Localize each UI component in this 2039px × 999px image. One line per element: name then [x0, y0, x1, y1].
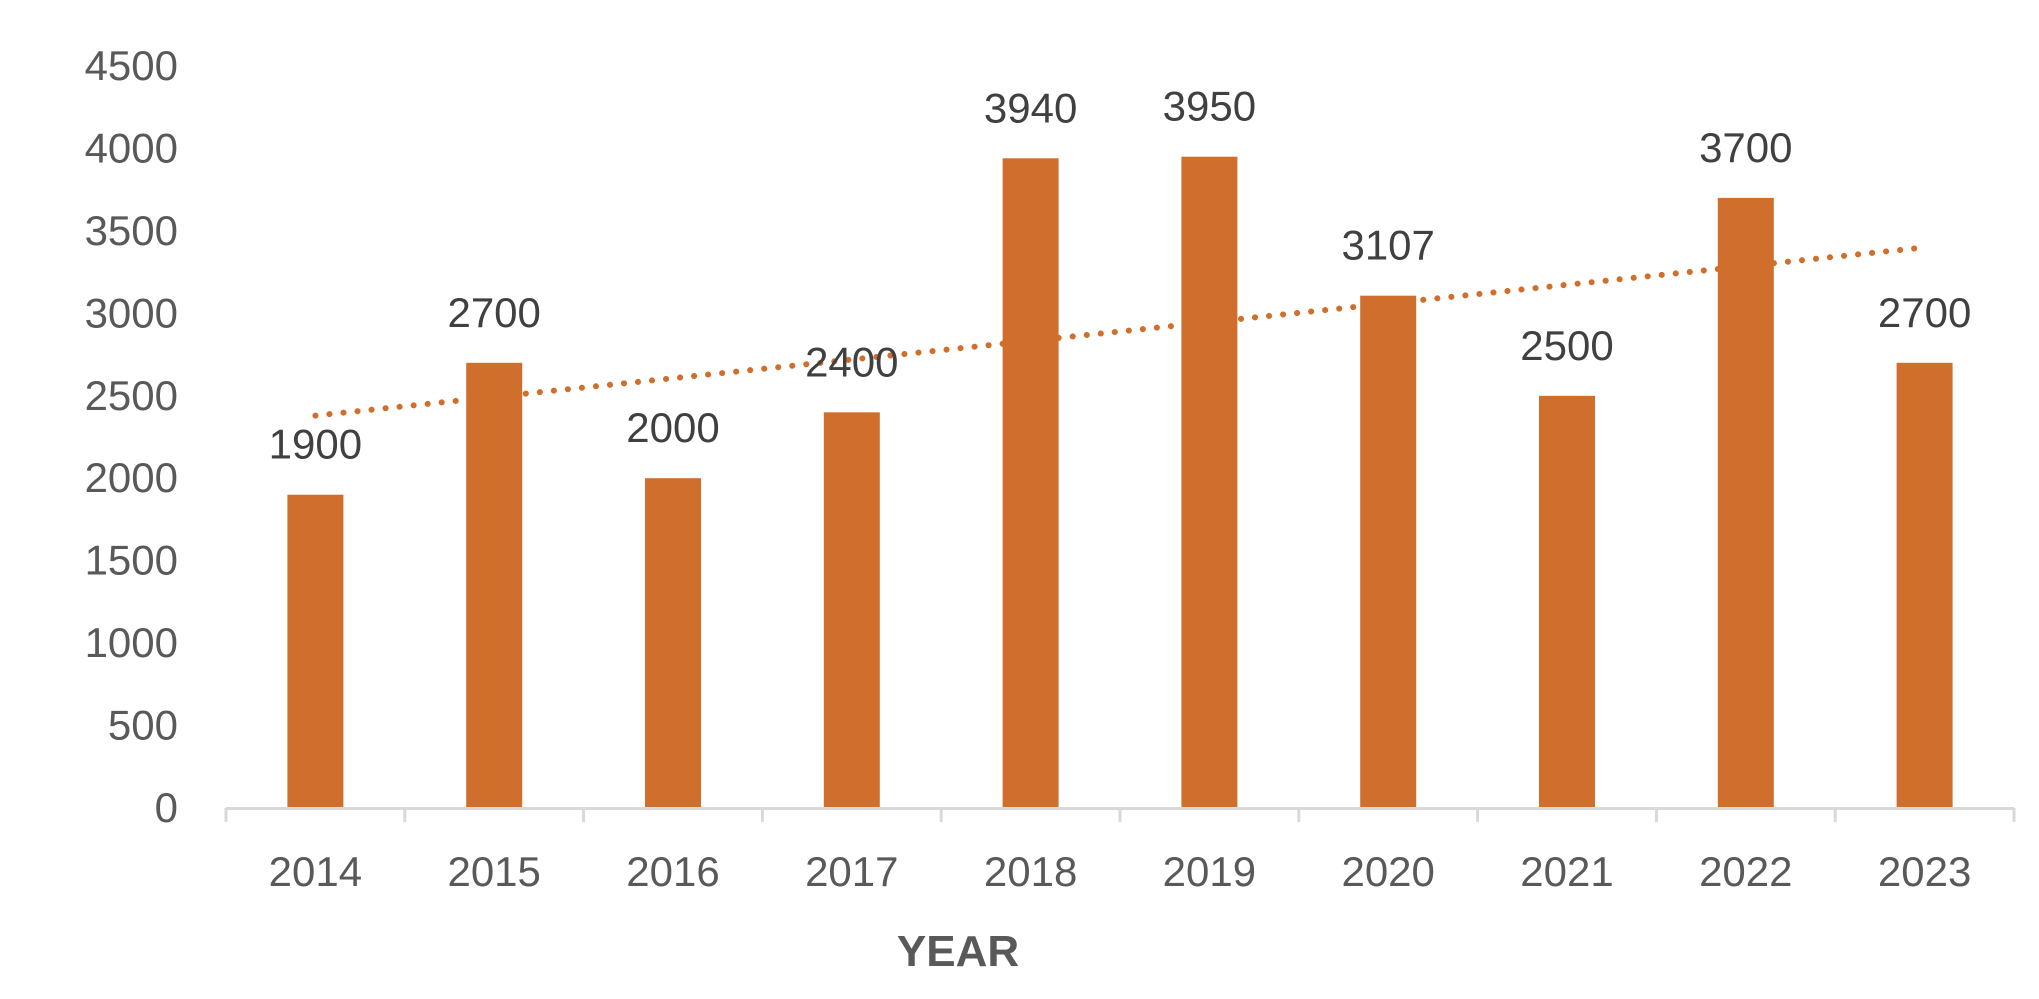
data-label-2015: 2700: [447, 289, 540, 336]
bar-2018: [1002, 158, 1059, 809]
data-label-2021: 2500: [1520, 322, 1613, 369]
y-tick-label: 4500: [85, 42, 178, 89]
y-tick-label: 3500: [85, 207, 178, 254]
trendline-layer: [312, 244, 1928, 419]
data-label-2023: 2700: [1878, 289, 1971, 336]
y-tick-label: 2500: [85, 372, 178, 419]
data-label-2018: 3940: [984, 84, 1077, 131]
bar-2015: [466, 362, 523, 808]
bar-2016: [645, 478, 701, 808]
x-axis-tick-labels: 2014 2015 2016 2017 2018 2019 2020 2021 2022 2023: [269, 848, 1972, 895]
y-tick-label: 1500: [85, 537, 178, 584]
bar-2022: [1717, 197, 1774, 808]
bar-2019: [1181, 156, 1238, 808]
x-tick-label-2021: 2021: [1520, 848, 1613, 895]
x-tick-label-2015: 2015: [447, 848, 540, 895]
x-tick-label-2014: 2014: [269, 848, 362, 895]
bars-layer: [287, 156, 1953, 809]
data-label-2020: 3107: [1341, 222, 1434, 269]
x-tick-label-2023: 2023: [1878, 848, 1971, 895]
x-tick-label-2016: 2016: [626, 848, 719, 895]
trendline: [312, 244, 1928, 419]
y-tick-label: 3000: [85, 289, 178, 336]
y-tick-label: 500: [108, 702, 178, 749]
x-axis: [224, 807, 2016, 822]
y-tick-label: 2000: [85, 454, 178, 501]
bar-2017: [823, 412, 880, 808]
data-label-2017: 2400: [805, 338, 898, 385]
data-labels: 1900 2700 2000 2400 3940 3950 3107 2500 3700 2700: [269, 83, 1972, 468]
x-tick-label-2020: 2020: [1341, 848, 1434, 895]
y-tick-label: 0: [155, 784, 178, 831]
x-tick-label-2022: 2022: [1699, 848, 1792, 895]
data-label-2016: 2000: [626, 404, 719, 451]
x-tick-label-2019: 2019: [1163, 848, 1256, 895]
y-axis-tick-labels: 0 500 1000 1500 2000 2500 3000 3500 4000 4500: [85, 42, 178, 831]
bar-2023: [1896, 362, 1953, 808]
y-tick-label: 4000: [85, 124, 178, 171]
y-tick-label: 1000: [85, 619, 178, 666]
data-label-2019: 3950: [1163, 83, 1256, 130]
data-label-2022: 3700: [1699, 124, 1792, 171]
x-axis-title: YEAR: [897, 927, 1019, 976]
bar-2014: [287, 494, 344, 808]
x-tick-label-2017: 2017: [805, 848, 898, 895]
x-tick-label-2018: 2018: [984, 848, 1077, 895]
bar-2020: [1360, 295, 1417, 808]
bar-2021: [1539, 395, 1595, 808]
data-label-2014: 1900: [269, 421, 362, 468]
